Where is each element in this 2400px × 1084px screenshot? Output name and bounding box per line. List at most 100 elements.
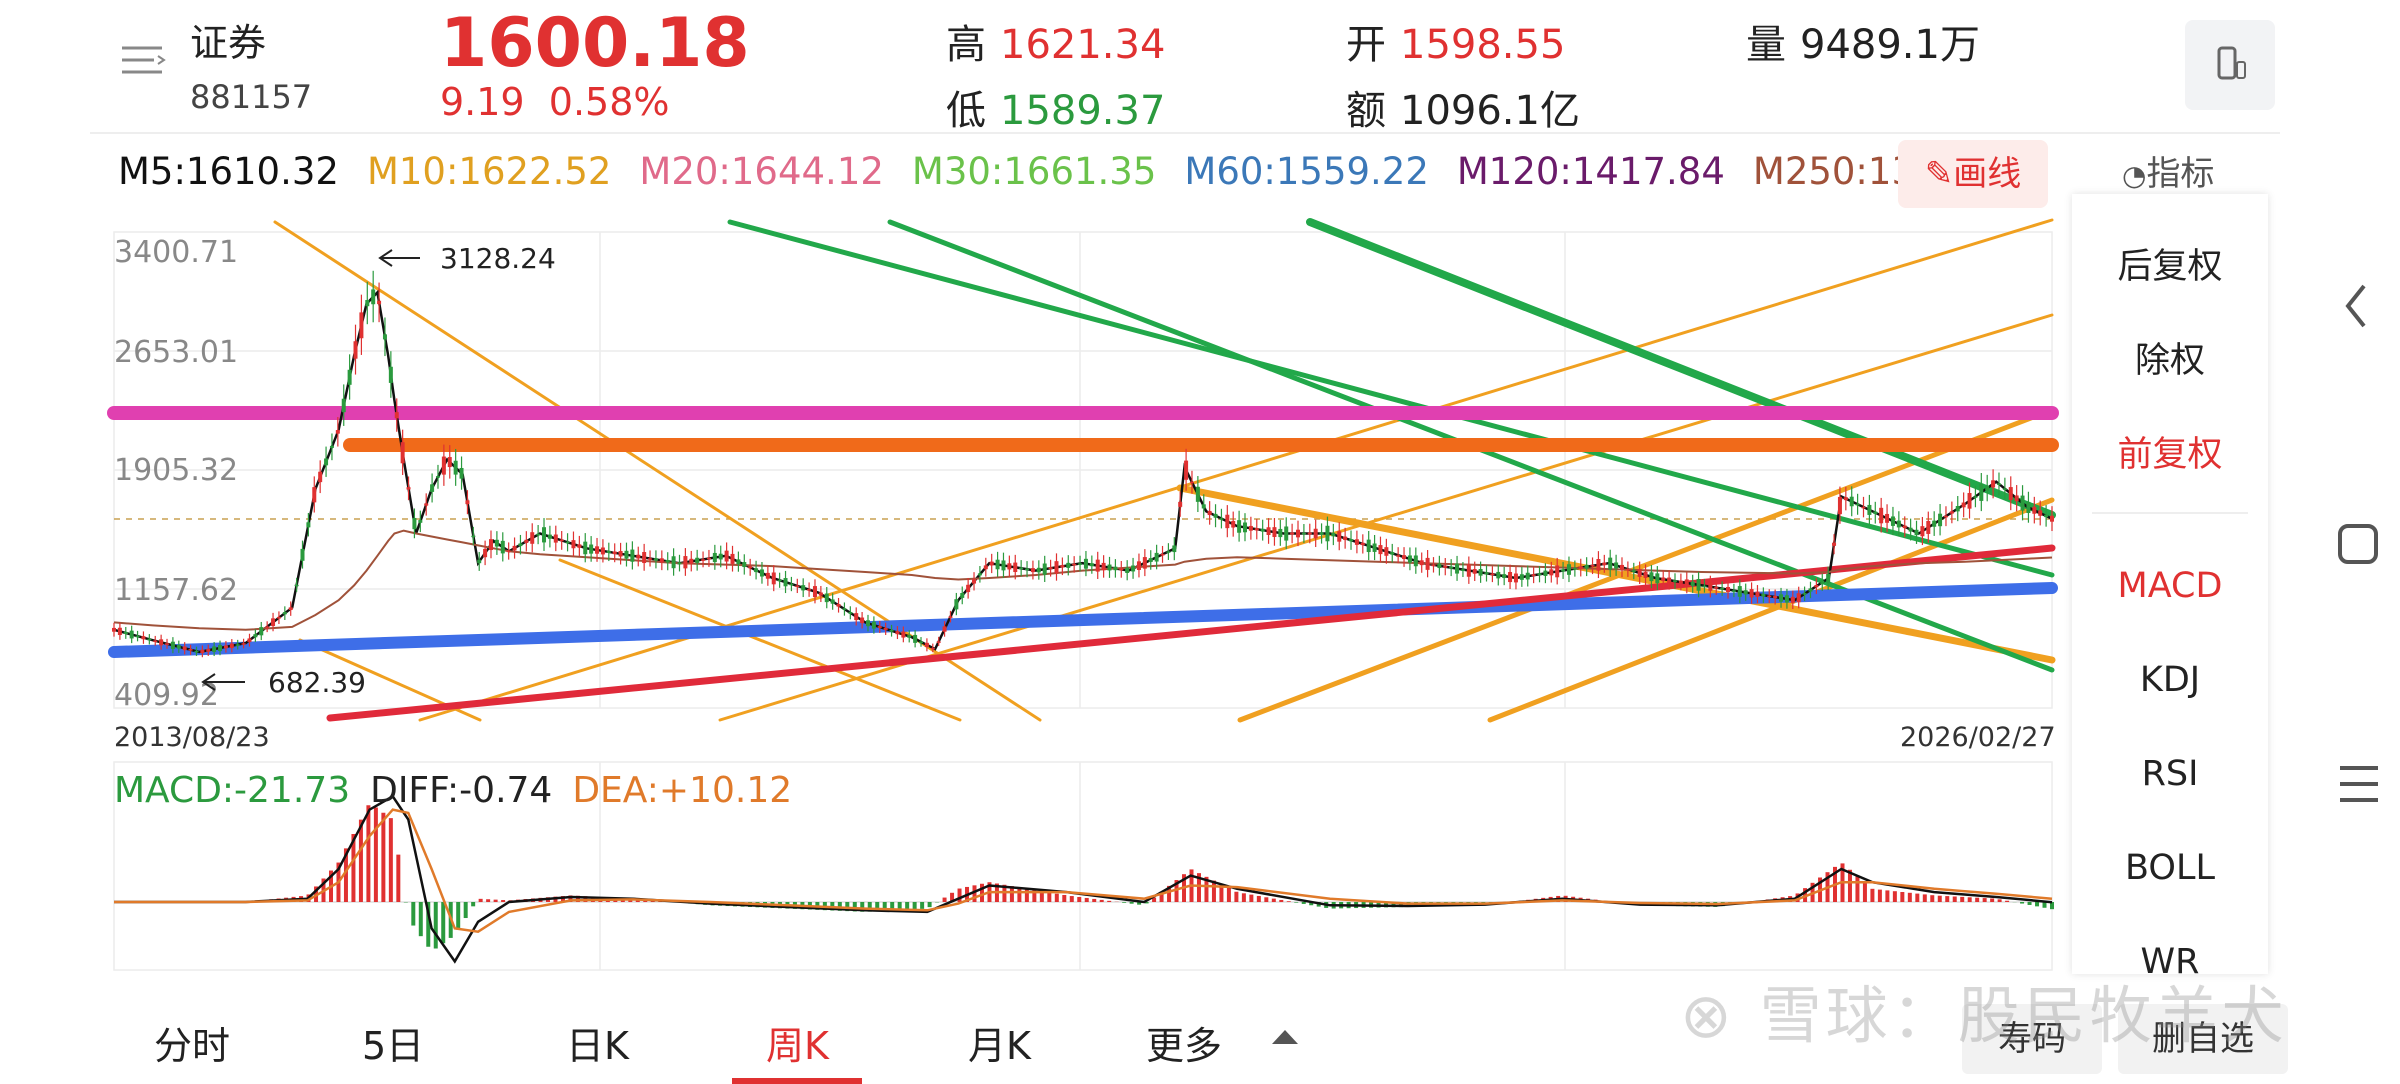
support-line-blue[interactable] [108, 582, 2058, 658]
candle-body [1030, 568, 1035, 573]
candle-body [724, 550, 729, 562]
candle-body [1755, 591, 1760, 597]
candle-body [1343, 536, 1348, 541]
watermark-text: 雪球：股民牧羊犬 [1759, 979, 2288, 1052]
menu-item-ex-rights[interactable]: 除权 [2134, 341, 2205, 381]
menu-item-forward-adjust[interactable]: 前复权 [2117, 435, 2223, 475]
candle-body [1449, 566, 1454, 569]
max-annotation: 3128.24 [378, 242, 556, 275]
candle-body [206, 648, 211, 652]
candle-body [371, 289, 376, 305]
tab-weekly-k[interactable]: 周K [766, 1024, 829, 1068]
candle-body [1991, 480, 1996, 488]
candle-body [212, 646, 217, 652]
candle-body [1908, 527, 1913, 532]
amount-label: 额 [1346, 88, 1386, 134]
candle-body [1649, 572, 1654, 582]
candle-body [1219, 518, 1224, 520]
candle-body [1832, 542, 1837, 546]
candle-body [1272, 527, 1277, 537]
candle-body [465, 500, 470, 505]
tab-daily-k[interactable]: 日K [566, 1024, 629, 1068]
candle-body [1525, 572, 1530, 580]
kline-chart[interactable]: 3400.71 2653.01 1905.32 1157.62 409.92 3… [0, 0, 2400, 1000]
trend-line-orange[interactable] [718, 313, 2054, 722]
candle-body [1714, 587, 1719, 589]
candle-body [2038, 510, 2043, 516]
candle-body [123, 631, 128, 635]
candle-body [1207, 510, 1212, 516]
device-toggle-button[interactable] [2185, 20, 2275, 110]
tab-intraday[interactable]: 分时 [154, 1024, 231, 1068]
candle-body [471, 535, 476, 538]
tab-monthly-k[interactable]: 月K [968, 1024, 1031, 1068]
candle-body [147, 638, 152, 641]
ma60-label: M60:1559.22 [1184, 150, 1429, 193]
candle-body [1932, 520, 1937, 527]
amount-value: 1096.1亿 [1400, 88, 1580, 134]
candle-body [695, 557, 700, 563]
candle-body [271, 618, 276, 627]
home-icon[interactable] [2338, 524, 2378, 564]
candle-body [942, 626, 947, 632]
trend-line-green-thick[interactable] [1306, 218, 2056, 519]
tab-more[interactable]: 更多 [1146, 1024, 1223, 1068]
candle-body [1720, 588, 1725, 590]
trend-line-green[interactable] [727, 219, 2055, 578]
tab-5day[interactable]: 5日 [362, 1024, 425, 1068]
trend-line-orange[interactable] [558, 558, 962, 722]
trend-line-orange[interactable] [1487, 497, 2055, 723]
draw-line-button[interactable]: ✎画线 [1898, 140, 2048, 208]
open-value: 1598.55 [1400, 22, 1566, 68]
candle-body [1625, 568, 1630, 571]
candle-body [2014, 495, 2019, 502]
remove-watchlist-button[interactable]: 删自选 [2118, 1004, 2288, 1074]
candle-body [1808, 588, 1813, 592]
candle-body [600, 547, 605, 555]
candle-body [1667, 577, 1672, 583]
candle-body [1307, 532, 1312, 535]
candle-body [218, 645, 223, 652]
candle-body [1078, 563, 1083, 565]
candle-body [736, 559, 741, 565]
candle-body [253, 634, 258, 638]
recent-apps-icon[interactable] [2340, 766, 2378, 802]
caret-up-icon[interactable] [1272, 1030, 1298, 1044]
panel-divider [2092, 512, 2248, 514]
candle-body [2032, 506, 2037, 514]
candle-body [1113, 566, 1118, 571]
candle-body [1614, 562, 1619, 569]
y-tick-label: 1157.62 [114, 573, 238, 608]
menu-item-macd[interactable]: MACD [2117, 566, 2223, 606]
candle-body [1048, 567, 1053, 570]
candle-body [683, 556, 688, 569]
candle-body [1431, 564, 1436, 567]
candle-body [1337, 531, 1342, 542]
user-drawn-lines[interactable] [107, 218, 2059, 723]
candle-body [907, 635, 912, 638]
candle-body [500, 540, 505, 554]
menu-item-back-adjust[interactable]: 后复权 [2117, 247, 2223, 287]
support-line-red[interactable] [326, 544, 2056, 722]
candle-body [176, 645, 181, 649]
menu-item-kdj[interactable]: KDJ [2139, 660, 2201, 700]
menu-item-rsi[interactable]: RSI [2141, 754, 2199, 794]
candle-body [1007, 563, 1012, 570]
volume-label: 量 [1746, 22, 1786, 68]
macd-value: MACD:-21.73 [114, 770, 351, 811]
candle-body [483, 548, 488, 558]
y-tick-label: 409.92 [114, 678, 219, 713]
candle-body [1142, 557, 1147, 569]
menu-icon[interactable] [118, 42, 166, 82]
menu-item-wr[interactable]: WR [2140, 942, 2200, 974]
indicator-button[interactable]: ◔指标 [2122, 146, 2214, 195]
stock-code: 881157 [190, 78, 313, 116]
candle-body [1119, 568, 1124, 571]
candle-body [795, 585, 800, 588]
candle-body [1325, 525, 1330, 542]
back-icon[interactable] [2345, 284, 2366, 328]
menu-item-boll[interactable]: BOLL [2125, 848, 2215, 888]
secondary-button[interactable]: 寿码 [1962, 1004, 2102, 1074]
candle-body [1242, 522, 1247, 533]
candle-body [1690, 581, 1695, 587]
